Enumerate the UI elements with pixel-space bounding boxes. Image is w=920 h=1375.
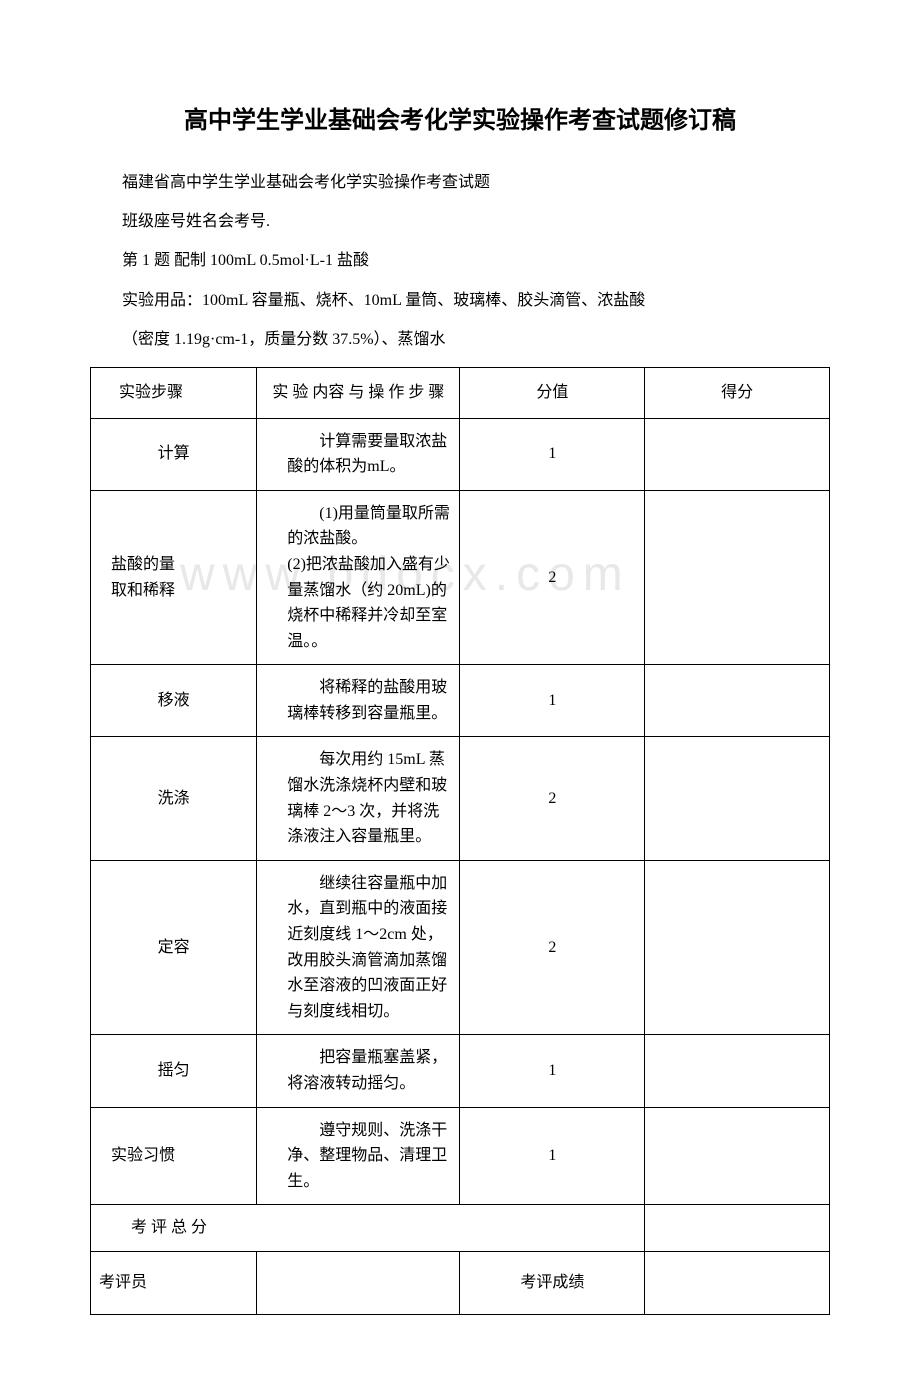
content-cell: 继续往容量瓶中加水，直到瓶中的液面接近刻度线 1～2cm 处，改用胶头滴管滴加蒸… (257, 860, 460, 1035)
score-cell: 1 (460, 1035, 645, 1107)
document-title: 高中学生学业基础会考化学实验操作考查试题修订稿 (90, 100, 830, 135)
content-cell: 计算需要量取浓盐酸的体积为mL。 (257, 418, 460, 490)
score-cell: 1 (460, 665, 645, 737)
got-cell (645, 737, 830, 860)
paragraph-materials1: 实验用品：100mL 容量瓶、烧杯、10mL 量筒、玻璃棒、胶头滴管、浓盐酸 (90, 283, 830, 318)
step-cell: 定容 (91, 860, 257, 1035)
content-cell: 把容量瓶塞盖紧，将溶液转动摇匀。 (257, 1035, 460, 1107)
step-cell: 盐酸的量 取和稀释 (91, 490, 257, 665)
examiner-label: 考评员 (91, 1251, 257, 1314)
step-cell: 计算 (91, 418, 257, 490)
table-row: 洗涤 每次用约 15mL 蒸馏水洗涤烧杯内壁和玻璃棒 2～3 次，并将洗涤液注入… (91, 737, 830, 860)
table-row: 盐酸的量 取和稀释 (1)用量筒量取所需的浓盐酸。 (2)把浓盐酸加入盛有少量蒸… (91, 490, 830, 665)
result-blank (645, 1251, 830, 1314)
examiner-blank (257, 1251, 460, 1314)
got-cell (645, 1035, 830, 1107)
got-cell (645, 665, 830, 737)
step-cell: 实验习惯 (91, 1107, 257, 1205)
score-cell: 2 (460, 860, 645, 1035)
content-cell: (1)用量筒量取所需的浓盐酸。 (2)把浓盐酸加入盛有少量蒸馏水（约 20mL)… (257, 490, 460, 665)
step-cell: 移液 (91, 665, 257, 737)
score-cell: 1 (460, 418, 645, 490)
step-cell: 洗涤 (91, 737, 257, 860)
score-cell: 2 (460, 737, 645, 860)
table-row: 定容 继续往容量瓶中加水，直到瓶中的液面接近刻度线 1～2cm 处，改用胶头滴管… (91, 860, 830, 1035)
content-cell: 遵守规则、洗涤干净、整理物品、清理卫生。 (257, 1107, 460, 1205)
total-label: 考 评 总 分 (91, 1205, 645, 1252)
got-cell (645, 1107, 830, 1205)
table-header-row: 实验步骤 实 验 内容 与 操 作 步 骤 分值 得分 (91, 367, 830, 418)
content-cell: 每次用约 15mL 蒸馏水洗涤烧杯内壁和玻璃棒 2～3 次，并将洗涤液注入容量瓶… (257, 737, 460, 860)
got-cell (645, 860, 830, 1035)
paragraph-info: 班级座号姓名会考号. (90, 204, 830, 239)
total-score-cell (645, 1205, 830, 1252)
table-row: 实验习惯 遵守规则、洗涤干净、整理物品、清理卫生。 1 (91, 1107, 830, 1205)
table-row: 移液 将稀释的盐酸用玻璃棒转移到容量瓶里。 1 (91, 665, 830, 737)
header-content: 实 验 内容 与 操 作 步 骤 (257, 367, 460, 418)
header-step: 实验步骤 (91, 367, 257, 418)
header-got: 得分 (645, 367, 830, 418)
got-cell (645, 418, 830, 490)
score-cell: 2 (460, 490, 645, 665)
got-cell (645, 490, 830, 665)
paragraph-materials2: （密度 1.19g·cm-1，质量分数 37.5%）、蒸馏水 (90, 322, 830, 357)
header-score: 分值 (460, 367, 645, 418)
step-cell: 摇匀 (91, 1035, 257, 1107)
table-total-row: 考 评 总 分 (91, 1205, 830, 1252)
score-cell: 1 (460, 1107, 645, 1205)
paragraph-question: 第 1 题 配制 100mL 0.5mol·L-1 盐酸 (90, 243, 830, 278)
paragraph-source: 福建省高中学生学业基础会考化学实验操作考查试题 (90, 165, 830, 200)
experiment-table: 实验步骤 实 验 内容 与 操 作 步 骤 分值 得分 计算 计算需要量取浓盐酸… (90, 367, 830, 1315)
table-examiner-row: 考评员 考评成绩 (91, 1251, 830, 1314)
content-cell: 将稀释的盐酸用玻璃棒转移到容量瓶里。 (257, 665, 460, 737)
table-row: 计算 计算需要量取浓盐酸的体积为mL。 1 (91, 418, 830, 490)
table-row: 摇匀 把容量瓶塞盖紧，将溶液转动摇匀。 1 (91, 1035, 830, 1107)
result-label: 考评成绩 (460, 1251, 645, 1314)
